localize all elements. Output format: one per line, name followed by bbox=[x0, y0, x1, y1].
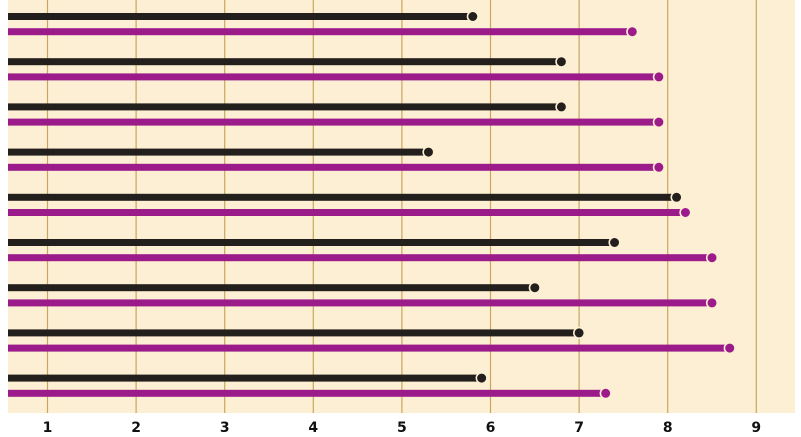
x-tick-label-4: 4 bbox=[308, 420, 318, 436]
x-tick-label-8: 8 bbox=[663, 420, 673, 436]
bar-series1-row7 bbox=[8, 284, 535, 292]
x-tick-label-3: 3 bbox=[220, 420, 230, 436]
dot-series2-row5 bbox=[679, 206, 692, 219]
dot-series2-row9 bbox=[599, 387, 612, 400]
bar-series1-row8 bbox=[8, 329, 580, 337]
bar-series1-row1 bbox=[8, 13, 473, 20]
chart-marks bbox=[8, 10, 736, 400]
dot-series2-row8 bbox=[723, 342, 736, 355]
x-tick-label-9: 9 bbox=[751, 420, 761, 436]
dot-series1-row4 bbox=[422, 146, 435, 159]
x-axis-ticks: 1 2 3 4 5 6 7 8 9 bbox=[43, 420, 762, 436]
bar-series2-row5 bbox=[8, 209, 686, 216]
bar-series2-row4 bbox=[8, 163, 659, 171]
dot-series2-row2 bbox=[652, 70, 665, 83]
bar-series2-row7 bbox=[8, 299, 712, 307]
dot-series1-row1 bbox=[466, 10, 479, 23]
dot-series1-row3 bbox=[555, 100, 568, 113]
x-tick-label-1: 1 bbox=[43, 420, 53, 436]
gridlines bbox=[46, 0, 757, 413]
dot-series2-row7 bbox=[705, 296, 719, 310]
dot-series2-row1 bbox=[626, 25, 639, 38]
dot-series2-row3 bbox=[652, 115, 665, 129]
x-tick-label-2: 2 bbox=[131, 420, 141, 436]
x-tick-label-5: 5 bbox=[397, 420, 407, 436]
dot-series2-row4 bbox=[652, 161, 665, 174]
bar-series1-row5 bbox=[8, 193, 677, 201]
dot-series1-row6 bbox=[608, 236, 621, 249]
bar-series2-row3 bbox=[8, 118, 659, 126]
dot-series1-row2 bbox=[555, 55, 568, 68]
bar-series1-row6 bbox=[8, 239, 615, 246]
bar-series1-row4 bbox=[8, 148, 429, 156]
dot-series1-row7 bbox=[528, 281, 541, 294]
bar-series2-row1 bbox=[8, 28, 633, 36]
x-tick-label-6: 6 bbox=[486, 420, 496, 436]
bar-series1-row3 bbox=[8, 103, 562, 111]
dot-series2-row6 bbox=[705, 251, 719, 264]
dot-series1-row8 bbox=[572, 326, 586, 340]
bar-series1-row2 bbox=[8, 58, 562, 66]
bar-series2-row9 bbox=[8, 389, 606, 397]
bar-series1-row9 bbox=[8, 374, 482, 382]
dot-series1-row9 bbox=[475, 372, 488, 385]
bar-series2-row2 bbox=[8, 73, 659, 81]
bar-series2-row6 bbox=[8, 254, 712, 262]
x-tick-label-7: 7 bbox=[574, 420, 584, 436]
dot-series1-row5 bbox=[670, 191, 683, 204]
bar-series2-row8 bbox=[8, 344, 730, 352]
